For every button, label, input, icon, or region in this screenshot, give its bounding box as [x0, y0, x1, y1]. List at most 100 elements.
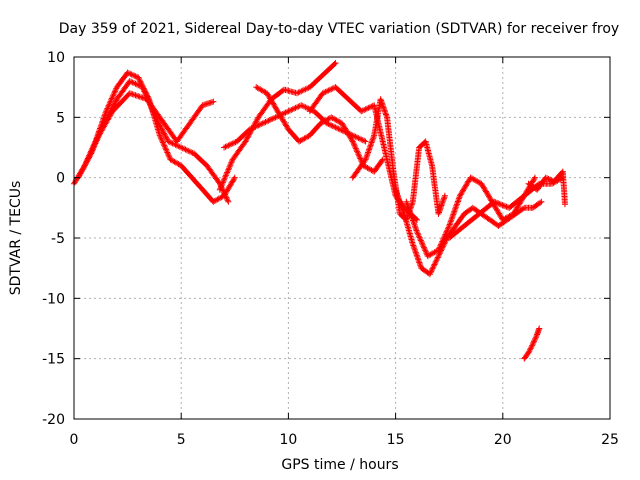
series-trace-3	[92, 90, 217, 145]
data-point	[135, 74, 142, 81]
data-trace-segment	[329, 115, 344, 126]
y-tick-label: 5	[56, 110, 65, 126]
data-trace-segment	[275, 109, 291, 132]
x-axis-label: GPS time / hours	[281, 457, 398, 473]
data-trace-segment	[351, 133, 368, 144]
data-trace-segment	[530, 332, 540, 346]
y-tick-label: -10	[42, 291, 65, 307]
data-trace-segment	[384, 115, 397, 174]
data-trace-segment	[380, 140, 394, 180]
data-trace-segment	[153, 115, 171, 144]
data-trace-segment	[429, 164, 442, 216]
data-trace-segment	[179, 163, 194, 180]
series-trace-12	[525, 168, 568, 208]
data-trace-segment	[378, 97, 390, 119]
data-point	[272, 114, 279, 121]
data-trace-segment	[295, 84, 312, 96]
data-point	[336, 126, 343, 133]
data-trace-segment	[157, 133, 173, 162]
data-trace-segment	[144, 97, 167, 126]
data-trace-segment	[446, 194, 463, 228]
data-trace-segment	[192, 151, 209, 168]
data-point	[139, 84, 146, 91]
data-trace-segment	[261, 115, 278, 126]
data-trace-segment	[103, 85, 120, 113]
y-tick-label: -20	[42, 412, 65, 428]
data-trace-segment	[393, 188, 407, 216]
data-trace-segment	[371, 97, 384, 137]
data-trace-segment	[447, 223, 467, 241]
data-trace-segment	[535, 175, 548, 192]
data-point	[362, 138, 369, 145]
data-trace-segment	[350, 157, 368, 180]
data-trace-segment	[264, 91, 280, 113]
data-trace-segment	[200, 187, 216, 204]
data-trace-segment	[254, 84, 269, 96]
data-trace-segment	[436, 194, 448, 216]
data-trace-segment	[423, 140, 435, 168]
data-trace-segment	[286, 127, 302, 144]
x-tick-label: 5	[177, 432, 186, 448]
data-trace-segment	[426, 247, 441, 259]
x-tick-label: 20	[494, 432, 512, 448]
data-point	[216, 186, 223, 193]
data-trace-segment	[410, 242, 424, 270]
data-trace-segment	[222, 139, 239, 150]
data-trace-segment	[436, 224, 452, 252]
data-trace-segment	[125, 70, 140, 80]
data-point	[328, 114, 335, 121]
data-trace-segment	[522, 204, 535, 211]
data-trace-segment	[401, 212, 416, 246]
data-point	[165, 138, 172, 145]
data-trace-segment	[531, 199, 544, 210]
data-points	[71, 60, 568, 362]
data-point	[285, 108, 292, 115]
data-trace-segment	[409, 146, 422, 204]
y-tick-label: 10	[47, 50, 65, 66]
axis-ticks: -20 -15 -10 -5 0 5 10 0 5 10 15 20 25	[42, 50, 619, 448]
data-trace-segment	[462, 211, 482, 228]
data-point	[441, 192, 448, 199]
x-tick-label: 10	[279, 432, 297, 448]
data-trace-segment	[339, 121, 355, 144]
data-trace-segment	[93, 109, 115, 144]
data-trace-segment	[359, 102, 376, 114]
data-trace-segment	[307, 121, 323, 138]
data-trace-segment	[477, 199, 497, 216]
data-trace-segment	[453, 212, 467, 228]
data-trace-segment	[307, 91, 325, 113]
data-trace-segment	[333, 85, 351, 102]
data-trace-segment	[114, 79, 132, 101]
data-point	[178, 144, 185, 151]
data-trace-segment	[526, 342, 536, 355]
data-trace-segment	[235, 127, 252, 144]
data-trace-segment	[479, 211, 492, 222]
y-tick-label: -15	[42, 352, 65, 368]
x-tick-label: 0	[70, 432, 79, 448]
data-trace-segment	[297, 133, 312, 144]
data-trace-segment	[403, 200, 420, 234]
data-trace-segment	[414, 230, 431, 258]
grid-lines	[74, 57, 610, 419]
data-trace-segment	[166, 139, 183, 150]
data-trace-segment	[507, 193, 527, 210]
x-tick-label: 15	[387, 432, 405, 448]
data-trace-segment	[534, 326, 542, 337]
data-trace-segment	[110, 91, 132, 114]
x-tick-label: 25	[601, 432, 619, 448]
data-trace-segment	[469, 175, 483, 186]
data-trace-segment	[128, 90, 149, 102]
y-axis-label: SDTVAR / TECUs	[8, 181, 24, 296]
data-point	[225, 198, 232, 205]
data-trace-segment	[201, 99, 215, 108]
series-trace-13	[521, 325, 543, 362]
data-trace-segment	[479, 182, 495, 204]
data-trace-segment	[501, 211, 516, 223]
data-point	[88, 150, 95, 157]
data-trace-segment	[217, 158, 235, 192]
data-trace-segment	[372, 157, 385, 174]
data-trace-segment	[128, 78, 145, 90]
data-trace-segment	[189, 175, 205, 192]
